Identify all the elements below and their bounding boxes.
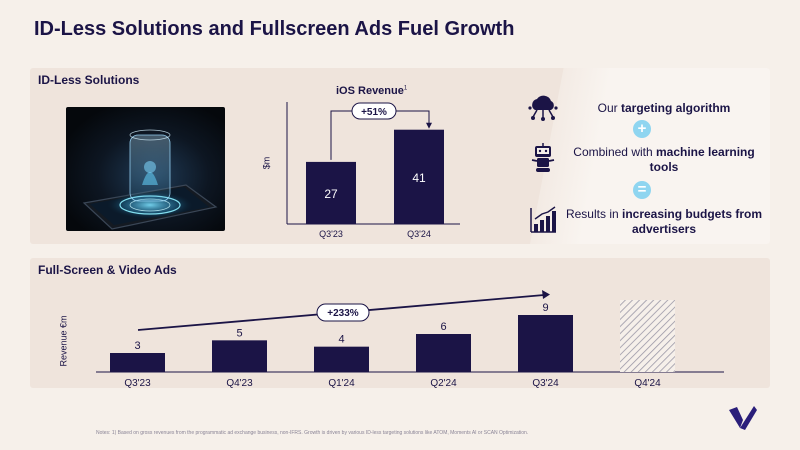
ios-growth-badge (351, 102, 397, 120)
bottom-x-tick-label: Q4'24 (634, 378, 661, 389)
robot-icon (531, 143, 555, 172)
smartphone-illustration (82, 129, 218, 230)
ios-revenue-chart: iOS Revenue1 27 Q3'23 41 Q3'24 +51% (255, 82, 465, 242)
fullscreen-revenue-plot: 3 Q3'23 5 Q4'23 4 Q1'24 6 Q2'24 9 Q3'24 Q4'24 +233% (96, 290, 724, 389)
bullet-ml-bold: machine learning tools (649, 145, 755, 174)
ios-growth-arrowhead (426, 122, 432, 129)
ios-revenue-plot: 27 Q3'23 41 Q3'24 +51% (286, 102, 460, 239)
bottom-bar (212, 340, 267, 372)
bottom-x-tick-label: Q3'23 (124, 378, 151, 389)
plus-icon: + (633, 120, 651, 138)
bottom-bar-value-label: 4 (338, 334, 344, 346)
id-less-section-title: ID-Less Solutions (38, 73, 140, 87)
company-logo-icon (729, 406, 757, 430)
bullet-ml-prefix: Combined with (573, 145, 656, 159)
fullscreen-revenue-chart: 3 Q3'23 5 Q4'23 4 Q1'24 6 Q2'24 9 Q3'24 Q4'24 +233% (60, 285, 740, 390)
bullet-budgets-bold: increasing budgets from advertisers (622, 207, 763, 236)
panel-accent (530, 68, 770, 244)
smartphone-hologram-image (66, 107, 225, 231)
equals-icon: = (633, 181, 651, 199)
ios-bar-value-label: 41 (412, 171, 426, 185)
cloud-network-icon (528, 95, 558, 121)
bottom-growth-arrowhead (542, 290, 550, 299)
footnote: Notes: 1) Based on gross revenues from t… (96, 430, 529, 436)
ios-revenue-footnote-mark: 1 (403, 85, 408, 92)
bottom-bar (110, 353, 165, 372)
ios-x-tick-label: Q3'24 (407, 229, 431, 239)
bottom-bar-value-label: 5 (236, 327, 242, 339)
bottom-bar-forecast-placeholder (620, 300, 675, 372)
bottom-x-tick-label: Q3'24 (532, 378, 559, 389)
bullet-targeting-prefix: Our (597, 101, 621, 115)
bottom-growth-badge (316, 303, 370, 322)
bottom-bar (314, 346, 369, 372)
bullet-machine-learning: Combined with machine learning tools (526, 142, 766, 178)
bullet-machine-learning-text: Combined with machine learning tools (564, 145, 764, 175)
bottom-x-tick-label: Q2'24 (430, 378, 457, 389)
ios-bar (306, 161, 356, 224)
bullet-targeting-text: Our targeting algorithm (564, 101, 764, 116)
bottom-x-tick-label: Q4'23 (226, 378, 253, 389)
bottom-x-tick-label: Q1'24 (328, 378, 355, 389)
bullet-budgets-prefix: Results in (565, 207, 622, 221)
page-title: ID-Less Solutions and Fullscreen Ads Fue… (34, 18, 515, 40)
ios-growth-label: +51% (361, 107, 387, 118)
bullet-budgets-text: Results in increasing budgets from adver… (564, 207, 764, 237)
bullet-targeting-bold: targeting algorithm (621, 101, 731, 115)
ios-bar-value-label: 27 (324, 187, 338, 201)
bottom-bar (518, 315, 573, 372)
fullscreen-section-title: Full-Screen & Video Ads (38, 263, 177, 277)
ios-x-tick-label: Q3'23 (319, 229, 343, 239)
bullet-budgets: Results in increasing budgets from adver… (526, 204, 766, 240)
bottom-bar-value-label: 3 (134, 340, 140, 352)
bottom-growth-label: +233% (327, 308, 359, 319)
ios-revenue-title: iOS Revenue1 (336, 85, 407, 97)
ios-bar (394, 129, 444, 224)
bottom-bar (416, 334, 471, 372)
bullet-targeting: Our targeting algorithm (526, 92, 766, 128)
ios-revenue-ylabel: $m (261, 156, 272, 170)
ios-revenue-title-text: iOS Revenue (336, 85, 404, 97)
bottom-bar-value-label: 9 (542, 302, 548, 314)
bottom-bar-value-label: 6 (440, 321, 446, 333)
bar-chart-growth-icon (530, 206, 556, 233)
